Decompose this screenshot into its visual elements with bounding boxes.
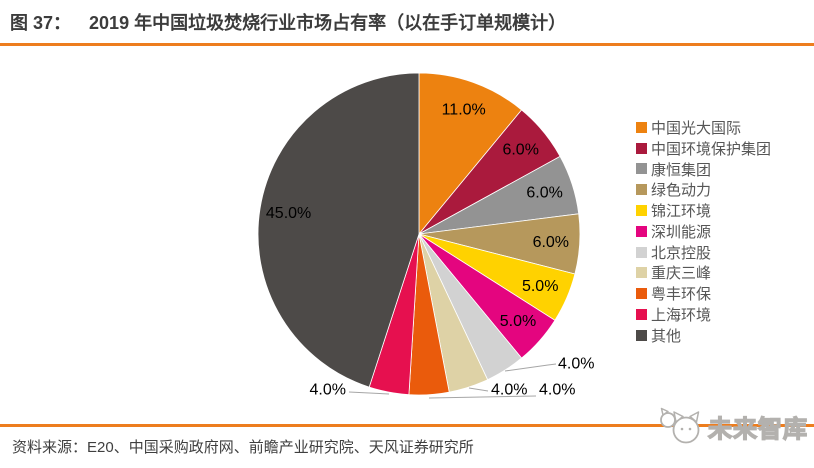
- legend-label: 上海环境: [651, 307, 712, 325]
- legend-item-重庆三峰: 重庆三峰: [636, 263, 771, 284]
- figure-header: 图 37： 2019 年中国垃圾焚烧行业市场占有率（以在手订单规模计）: [10, 9, 566, 35]
- source-note: 资料来源：E20、中国采购政府网、前瞻产业研究院、天风证券研究所: [12, 439, 474, 456]
- pie-label-康恒集团: 6.0%: [526, 185, 562, 202]
- pie-label-深圳能源: 5.0%: [500, 313, 536, 330]
- pie-slice-中国光大国际: [418, 72, 523, 236]
- legend-item-深圳能源: 深圳能源: [636, 221, 771, 242]
- legend-label: 锦江环境: [651, 203, 712, 221]
- cat-mascot-icon: [660, 407, 700, 444]
- pie-label-绿色动力: 6.0%: [533, 234, 569, 251]
- header-divider: [0, 43, 814, 46]
- pie-label-重庆三峰: 4.0%: [491, 382, 527, 399]
- legend-swatch-icon: [636, 163, 647, 175]
- figure-number: 图 37：: [10, 13, 72, 33]
- figure-title: 2019 年中国垃圾焚烧行业市场占有率（以在手订单规模计）: [89, 13, 567, 33]
- legend-swatch-icon: [636, 246, 647, 258]
- legend-item-锦江环境: 锦江环境: [636, 200, 771, 221]
- watermark-text: 未来智库: [707, 415, 808, 443]
- footer-divider: [0, 424, 814, 427]
- legend-item-上海环境: 上海环境: [636, 304, 771, 325]
- legend-swatch-icon: [636, 142, 647, 154]
- pie-label-中国光大国际: 11.0%: [442, 101, 486, 118]
- watermark: 未来智库: [658, 406, 808, 446]
- legend-label: 深圳能源: [651, 223, 712, 241]
- legend-swatch-icon: [636, 288, 647, 300]
- leader-line-北京控股: [504, 363, 557, 372]
- legend-item-其他: 其他: [636, 325, 771, 346]
- leader-line-上海环境: [348, 391, 390, 395]
- legend-label: 中国光大国际: [651, 119, 742, 137]
- chart-legend: 中国光大国际中国环境保护集团 康恒集团绿色动力锦江环境深圳能源北京控股重庆三峰粤丰…: [636, 117, 771, 346]
- legend-item-北京控股: 北京控股: [636, 242, 771, 263]
- pie-label-中国环境保护集团: 6.0%: [502, 141, 538, 158]
- legend-label: 绿色动力: [651, 182, 712, 200]
- legend-item-粤丰环保: 粤丰环保: [636, 283, 771, 304]
- leader-line-粤丰环保: [428, 395, 537, 399]
- legend-swatch-icon: [636, 184, 647, 196]
- legend-swatch-icon: [636, 205, 647, 217]
- legend-item-康恒集团: 康恒集团: [636, 159, 771, 180]
- legend-swatch-icon: [636, 121, 647, 133]
- legend-item-中国光大国际: 中国光大国际: [636, 117, 771, 138]
- legend-label: 康恒集团: [651, 161, 712, 179]
- legend-label: 北京控股: [651, 244, 712, 262]
- pie-label-粤丰环保: 4.0%: [539, 382, 575, 399]
- pie-label-其他: 45.0%: [266, 205, 311, 222]
- legend-label: 其他: [651, 327, 682, 345]
- pie-label-上海环境: 4.0%: [310, 382, 346, 399]
- pie-label-北京控股: 4.0%: [558, 356, 594, 373]
- legend-swatch-icon: [636, 329, 647, 341]
- legend-swatch-icon: [636, 267, 647, 279]
- legend-label: 中国环境保护集团: [651, 140, 772, 158]
- pie-label-锦江环境: 5.0%: [522, 278, 558, 295]
- legend-item-绿色动力: 绿色动力: [636, 179, 771, 200]
- legend-item-中国环境保护集团: 中国环境保护集团: [636, 138, 771, 159]
- legend-swatch-icon: [636, 309, 647, 321]
- leader-line-重庆三峰: [468, 387, 489, 392]
- legend-swatch-icon: [636, 225, 647, 237]
- pie-slice-其他: [257, 72, 420, 388]
- legend-label: 粤丰环保: [651, 286, 712, 304]
- legend-label: 重庆三峰: [651, 265, 712, 283]
